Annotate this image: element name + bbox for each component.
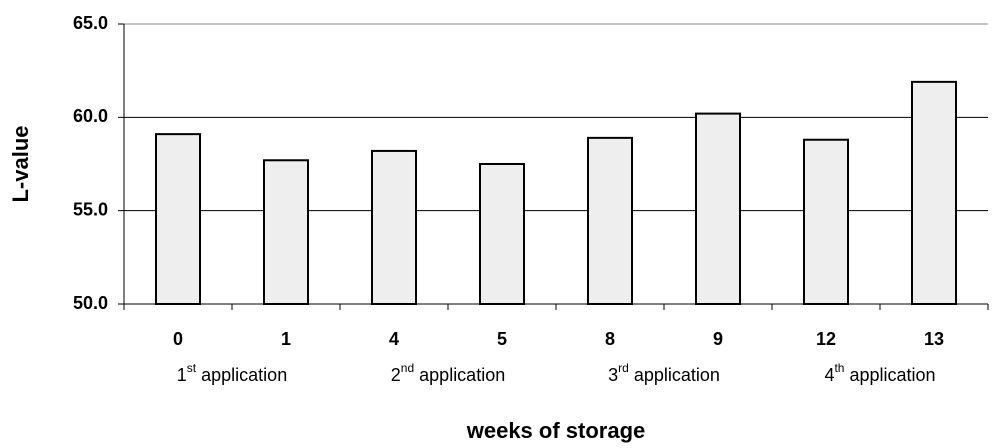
bar <box>479 163 525 305</box>
group-text: application <box>849 365 935 385</box>
group-suffix: st <box>187 361 197 375</box>
x-tick-label: 8 <box>605 329 615 349</box>
x-tick-label: 13 <box>924 329 944 349</box>
group-label: 2nd application <box>391 361 505 385</box>
group-number: 2 <box>391 365 401 385</box>
group-number: 4 <box>824 365 834 385</box>
group-text: application <box>634 365 720 385</box>
x-tick-label: 0 <box>173 329 183 349</box>
group-text: application <box>201 365 287 385</box>
group-number: 3 <box>608 365 618 385</box>
y-tick-label: 55.0 <box>73 199 108 219</box>
group-suffix: th <box>834 361 844 375</box>
bar <box>695 112 741 305</box>
bar <box>803 138 849 305</box>
x-tick-label: 9 <box>713 329 723 349</box>
bar <box>911 80 957 305</box>
group-label: 3rd application <box>608 361 720 385</box>
bar <box>587 136 633 305</box>
x-tick-label: 1 <box>281 329 291 349</box>
y-tick-label: 50.0 <box>73 293 108 313</box>
bar <box>263 159 309 305</box>
y-tick-label: 65.0 <box>73 13 108 33</box>
group-number: 1 <box>177 365 187 385</box>
y-axis-label: L-value <box>8 125 33 202</box>
x-tick-label: 5 <box>497 329 507 349</box>
group-label: 4th application <box>824 361 935 385</box>
x-tick-label: 4 <box>389 329 399 349</box>
group-suffix: nd <box>401 361 414 375</box>
x-tick-label: 12 <box>816 329 836 349</box>
bar <box>371 149 417 305</box>
group-suffix: rd <box>618 361 629 375</box>
bar <box>155 133 201 305</box>
y-tick-label: 60.0 <box>73 106 108 126</box>
group-label: 1st application <box>177 361 287 385</box>
group-text: application <box>419 365 505 385</box>
x-axis-label: weeks of storage <box>466 418 646 443</box>
